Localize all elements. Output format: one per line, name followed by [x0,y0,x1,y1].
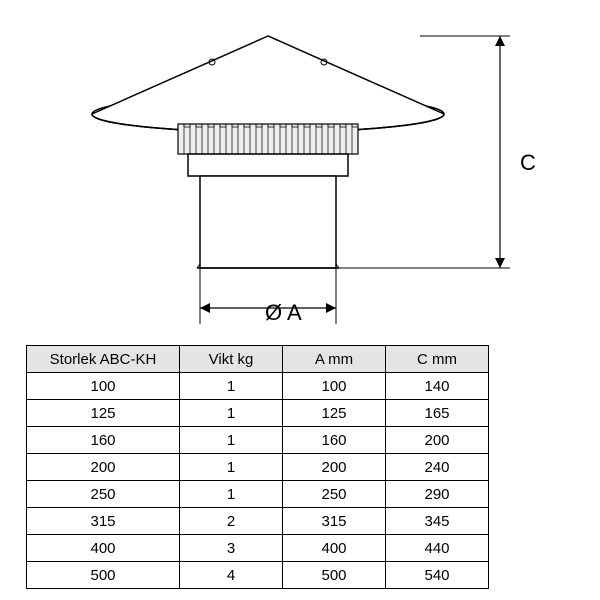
table-header-row: Storlek ABC-KHVikt kgA mmC mm [27,346,489,373]
table-col-0: Storlek ABC-KH [27,346,180,373]
table-row: 1251125165 [27,400,489,427]
table-row: 3152315345 [27,508,489,535]
drawing-svg [0,0,600,340]
page: { "diagram": { "stroke": "#000000", "fil… [0,0,600,600]
dim-label-a: Ø A [265,300,302,326]
table-row: 2001200240 [27,454,489,481]
table-row: 5004500540 [27,562,489,589]
table-body: 1001100140125112516516011602002001200240… [27,373,489,589]
table-col-3: C mm [386,346,489,373]
dimension-table: Storlek ABC-KHVikt kgA mmC mm 1001100140… [26,345,489,589]
table-row: 1001100140 [27,373,489,400]
table-row: 4003400440 [27,535,489,562]
table-row: 2501250290 [27,481,489,508]
table-col-1: Vikt kg [180,346,283,373]
table-col-2: A mm [283,346,386,373]
technical-drawing: Ø A C [0,0,600,340]
table-row: 1601160200 [27,427,489,454]
dim-label-c: C [520,150,536,176]
